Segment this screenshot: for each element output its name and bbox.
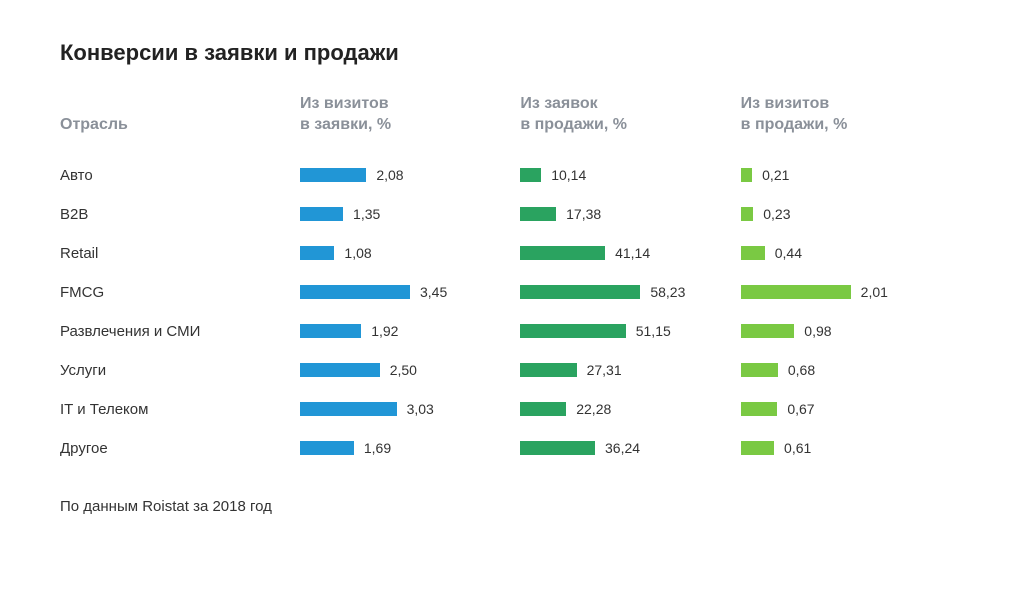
bar-value: 27,31 — [587, 362, 622, 378]
bar-cell: 1,92 — [300, 312, 520, 350]
bar — [741, 363, 778, 377]
bar-cell: 2,50 — [300, 351, 520, 389]
bar — [300, 363, 380, 377]
bar-value: 10,14 — [551, 167, 586, 183]
bar — [741, 246, 765, 260]
bar-value: 41,14 — [615, 245, 650, 261]
header-col-3: Из визитов в продажи, % — [741, 94, 961, 156]
bar-value: 3,45 — [420, 284, 447, 300]
bar-cell: 1,69 — [300, 429, 520, 467]
row-label: Другое — [60, 429, 300, 468]
bar-value: 0,21 — [762, 167, 789, 183]
bar-value: 0,23 — [763, 206, 790, 222]
bar-cell: 10,14 — [520, 156, 740, 194]
bar-cell: 1,08 — [300, 234, 520, 272]
row-label: B2B — [60, 195, 300, 234]
bar-cell: 27,31 — [520, 351, 740, 389]
row-label: Услуги — [60, 351, 300, 390]
bar — [741, 324, 795, 338]
header-col-3-line2: в продажи, % — [741, 116, 848, 133]
bar — [520, 402, 566, 416]
bar — [300, 285, 410, 299]
bar — [741, 285, 851, 299]
bar-value: 1,35 — [353, 206, 380, 222]
row-label: IT и Телеком — [60, 390, 300, 429]
bar — [300, 246, 334, 260]
bar — [300, 168, 366, 182]
bar-cell: 2,01 — [741, 273, 961, 311]
bar-value: 0,67 — [787, 401, 814, 417]
bar — [300, 441, 354, 455]
bar-value: 51,15 — [636, 323, 671, 339]
header-col-2-line2: в продажи, % — [520, 116, 627, 133]
header-col-1: Из визитов в заявки, % — [300, 94, 520, 156]
bar — [520, 207, 556, 221]
bar — [520, 168, 541, 182]
bar-value: 0,68 — [788, 362, 815, 378]
bar — [520, 363, 576, 377]
bar-value: 0,44 — [775, 245, 802, 261]
chart-grid: Отрасль Из визитов в заявки, % Из заявок… — [60, 94, 961, 468]
bar-cell: 0,68 — [741, 351, 961, 389]
bar-value: 2,08 — [376, 167, 403, 183]
bar — [300, 324, 361, 338]
header-category: Отрасль — [60, 115, 300, 156]
header-col-1-line1: Из визитов — [300, 95, 389, 112]
bar-value: 0,61 — [784, 440, 811, 456]
bar-cell: 0,67 — [741, 390, 961, 428]
bar-cell: 0,98 — [741, 312, 961, 350]
bar-cell: 0,21 — [741, 156, 961, 194]
bar-value: 2,01 — [861, 284, 888, 300]
bar — [741, 402, 778, 416]
bar-cell: 0,23 — [741, 195, 961, 233]
chart-footer: По данным Roistat за 2018 год — [60, 498, 961, 515]
header-col-3-line1: Из визитов — [741, 95, 830, 112]
chart-title: Конверсии в заявки и продажи — [60, 40, 961, 66]
bar-cell: 41,14 — [520, 234, 740, 272]
bar-cell: 2,08 — [300, 156, 520, 194]
bar-cell: 3,45 — [300, 273, 520, 311]
bar-value: 2,50 — [390, 362, 417, 378]
bar — [741, 441, 774, 455]
bar — [520, 285, 640, 299]
bar — [741, 207, 754, 221]
bar-cell: 3,03 — [300, 390, 520, 428]
bar-cell: 51,15 — [520, 312, 740, 350]
bar — [520, 441, 595, 455]
chart-container: Конверсии в заявки и продажи Отрасль Из … — [0, 0, 1021, 545]
bar-value: 1,92 — [371, 323, 398, 339]
bar — [300, 402, 397, 416]
header-col-2-line1: Из заявок — [520, 95, 597, 112]
row-label: Развлечения и СМИ — [60, 312, 300, 351]
bar-cell: 58,23 — [520, 273, 740, 311]
bar — [741, 168, 752, 182]
row-label: Retail — [60, 234, 300, 273]
bar-cell: 17,38 — [520, 195, 740, 233]
row-label: FMCG — [60, 273, 300, 312]
bar-cell: 0,44 — [741, 234, 961, 272]
bar-value: 1,69 — [364, 440, 391, 456]
bar-cell: 22,28 — [520, 390, 740, 428]
header-col-2: Из заявок в продажи, % — [520, 94, 740, 156]
bar-value: 58,23 — [650, 284, 685, 300]
bar-value: 17,38 — [566, 206, 601, 222]
bar — [300, 207, 343, 221]
bar-value: 1,08 — [344, 245, 371, 261]
bar-cell: 1,35 — [300, 195, 520, 233]
bar-value: 0,98 — [804, 323, 831, 339]
bar — [520, 324, 625, 338]
row-label: Авто — [60, 156, 300, 195]
bar-value: 3,03 — [407, 401, 434, 417]
bar-cell: 0,61 — [741, 429, 961, 467]
bar-value: 22,28 — [576, 401, 611, 417]
bar-cell: 36,24 — [520, 429, 740, 467]
bar — [520, 246, 605, 260]
bar-value: 36,24 — [605, 440, 640, 456]
header-col-1-line2: в заявки, % — [300, 116, 391, 133]
